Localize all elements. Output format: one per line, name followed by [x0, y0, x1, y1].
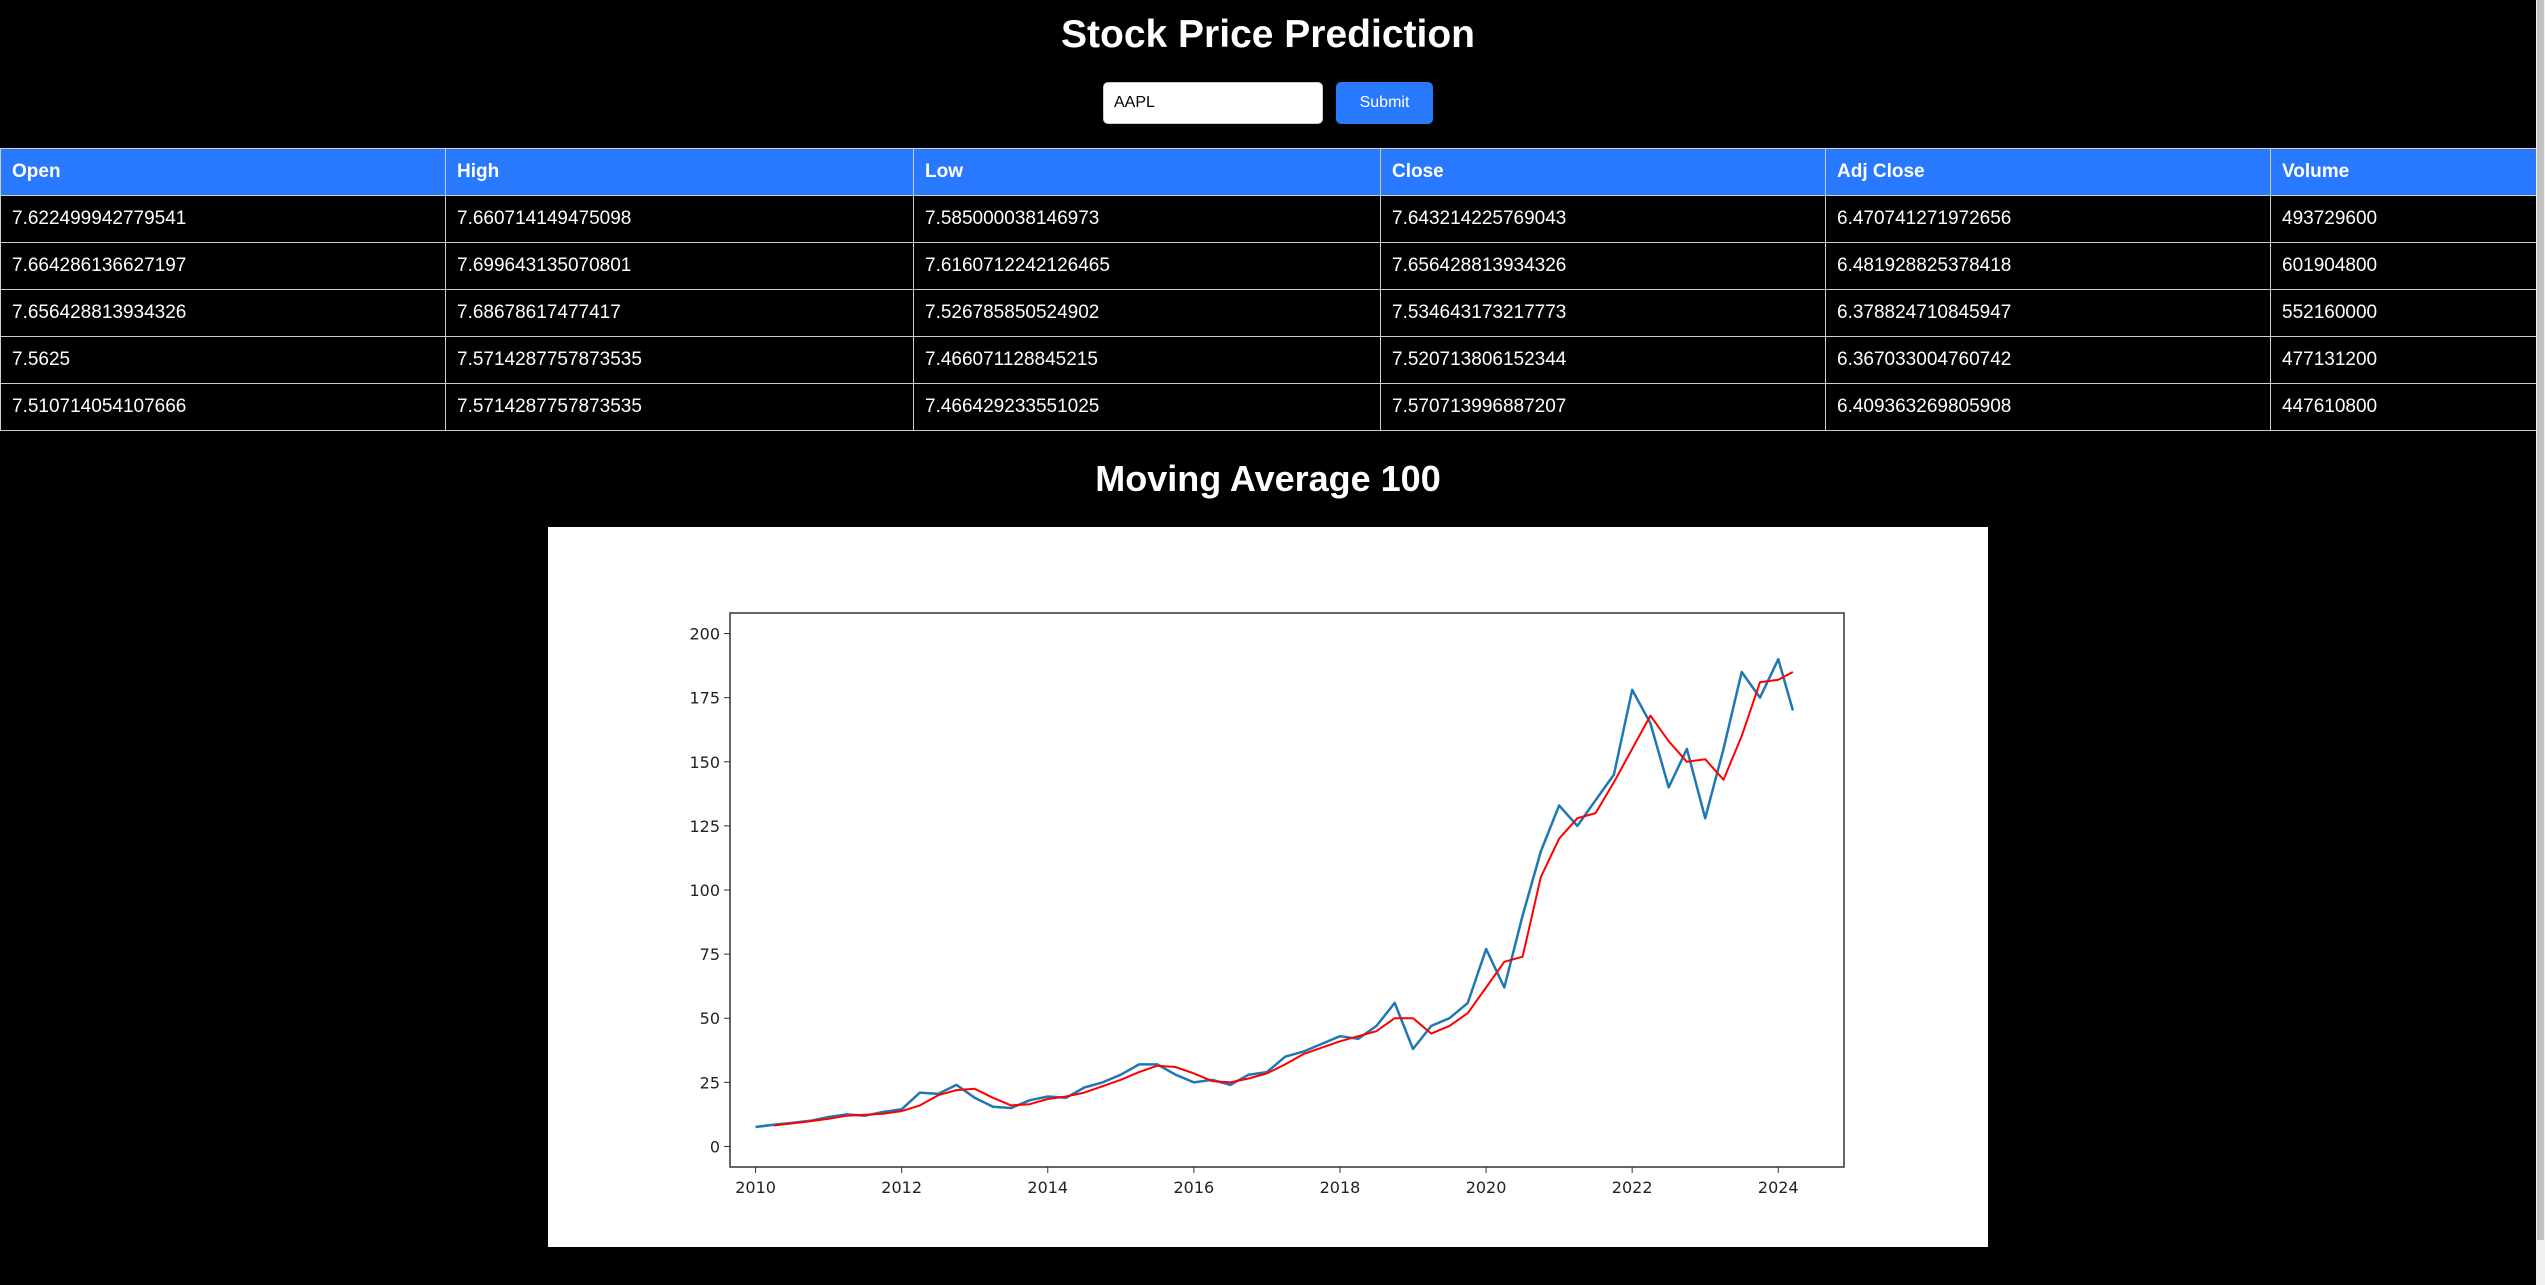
ticker-form: Submit: [1103, 82, 1433, 124]
x-tick-label: 2010: [735, 1178, 776, 1197]
table-cell: 6.367033004760742: [1825, 336, 2271, 384]
table-cell: 7.520713806152344: [1380, 336, 1826, 384]
column-header: Volume: [2270, 148, 2537, 196]
table-cell: 7.622499942779541: [0, 195, 446, 243]
table-cell: 7.660714149475098: [445, 195, 914, 243]
table-cell: 7.664286136627197: [0, 242, 446, 290]
chart-title: Moving Average 100: [1095, 458, 1441, 499]
y-tick-label: 25: [700, 1073, 720, 1092]
column-header: Adj Close: [1825, 148, 2271, 196]
x-tick-label: 2014: [1027, 1178, 1068, 1197]
table-cell: 7.466071128845215: [913, 336, 1381, 384]
submit-button[interactable]: Submit: [1336, 82, 1433, 124]
table-cell: 7.656428813934326: [0, 289, 446, 337]
table-row: 7.5625 7.5714287757873535 7.46607112884521…: [0, 336, 2537, 384]
page-scrollbar[interactable]: [2536, 0, 2545, 1285]
table-cell: 7.5625: [0, 336, 446, 384]
table-cell: 552160000: [2270, 289, 2537, 337]
y-tick-label: 200: [689, 625, 720, 644]
x-tick-label: 2022: [1612, 1178, 1653, 1197]
table-cell: 477131200: [2270, 336, 2537, 384]
y-tick-label: 0: [710, 1137, 720, 1156]
column-header: Close: [1380, 148, 1826, 196]
table-cell: 7.585000038146973: [913, 195, 1381, 243]
table-row: 7.656428813934326 7.68678617477417 7.52678…: [0, 289, 2537, 337]
table-cell: 6.470741271972656: [1825, 195, 2271, 243]
moving-average-line: [773, 671, 1794, 1127]
y-tick-label: 100: [689, 881, 720, 900]
chart-svg: 2010 2012 2014 2016 2018 2020 2022 2024 0 25 50 75 1…: [689, 612, 1845, 1197]
x-tick-label: 2016: [1174, 1178, 1215, 1197]
table-cell: 7.466429233551025: [913, 383, 1381, 431]
y-tick-label: 175: [689, 689, 720, 708]
column-header: High: [445, 148, 914, 196]
column-header: Low: [913, 148, 1381, 196]
table-cell: 493729600: [2270, 195, 2537, 243]
table-cell: 7.5714287757873535: [445, 383, 914, 431]
table-cell: 7.534643173217773: [1380, 289, 1826, 337]
column-header: Open: [0, 148, 446, 196]
table-cell: 7.510714054107666: [0, 383, 446, 431]
page-title: Stock Price Prediction: [1061, 13, 1475, 56]
y-tick-label: 125: [689, 817, 720, 836]
x-tick-label: 2018: [1320, 1178, 1361, 1197]
table-cell: 7.5714287757873535: [445, 336, 914, 384]
moving-average-chart: 2010 2012 2014 2016 2018 2020 2022 2024 0 25 50 75 1…: [548, 527, 1988, 1247]
x-tick-label: 2020: [1466, 1178, 1507, 1197]
table-row: 7.622499942779541 7.660714149475098 7.5850…: [0, 195, 2537, 243]
table-cell: 7.643214225769043: [1380, 195, 1826, 243]
table-cell: 7.656428813934326: [1380, 242, 1826, 290]
table-row: 7.510714054107666 7.5714287757873535 7.466…: [0, 383, 2537, 431]
table-cell: 6.378824710845947: [1825, 289, 2271, 337]
table-cell: 6.409363269805908: [1825, 383, 2271, 431]
table-row: 7.664286136627197 7.699643135070801 7.6160…: [0, 242, 2537, 290]
table-cell: 447610800: [2270, 383, 2537, 431]
table-header-row: Open High Low Close Adj Close Volume: [0, 148, 2537, 196]
y-tick-label: 75: [700, 945, 720, 964]
table-cell: 6.481928825378418: [1825, 242, 2271, 290]
scrollbar-thumb[interactable]: [2537, 0, 2544, 1240]
y-tick-label: 150: [689, 753, 720, 772]
x-tick-label: 2024: [1758, 1178, 1799, 1197]
table-cell: 7.570713996887207: [1380, 383, 1826, 431]
table-cell: 7.68678617477417: [445, 289, 914, 337]
table-cell: 7.699643135070801: [445, 242, 914, 290]
ticker-input[interactable]: [1103, 82, 1323, 124]
table-cell: 7.6160712242126465: [913, 242, 1381, 290]
x-tick-label: 2012: [881, 1178, 922, 1197]
table-cell: 601904800: [2270, 242, 2537, 290]
table-cell: 7.526785850524902: [913, 289, 1381, 337]
stock-data-table: Open High Low Close Adj Close Volume 7.622499…: [0, 148, 2537, 431]
y-tick-label: 50: [700, 1009, 720, 1028]
plot-frame: [729, 612, 1845, 1168]
close-price-line: [755, 657, 1795, 1129]
